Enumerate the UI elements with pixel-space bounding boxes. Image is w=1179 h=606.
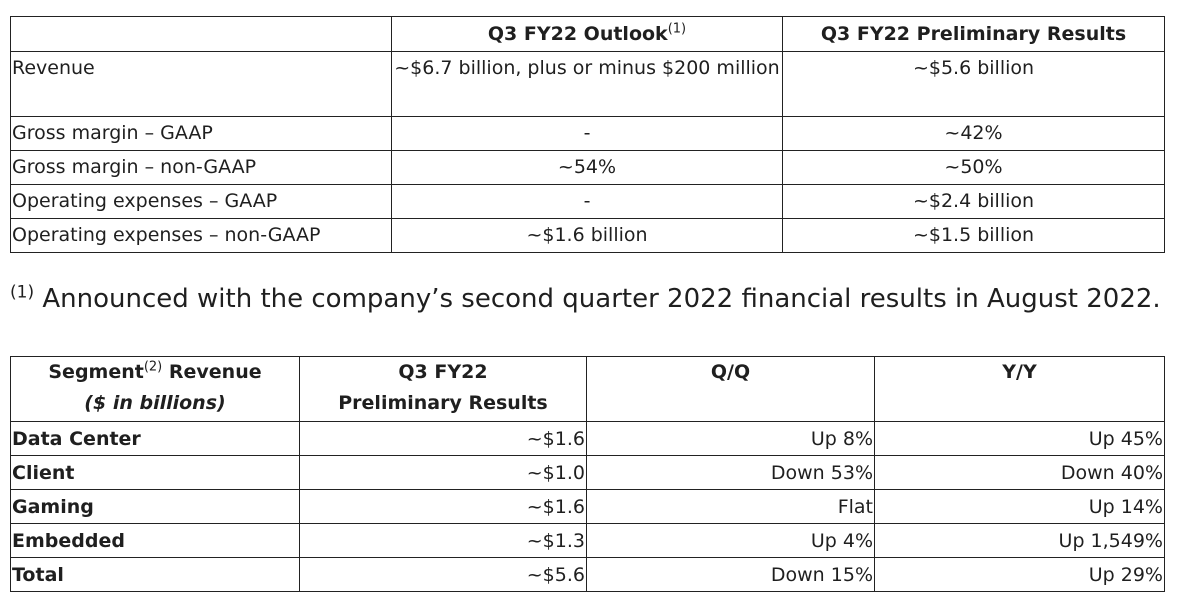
segment-yy: Up 1,549%: [874, 523, 1165, 558]
table-row: Gross margin – non-GAAP ~54% ~50%: [10, 150, 1165, 185]
outlook-value: -: [391, 116, 783, 151]
header-q3-line2: Preliminary Results: [338, 392, 548, 414]
row-label: Operating expenses – GAAP: [10, 184, 392, 219]
table-row: Total ~$5.6 Down 15% Up 29%: [10, 557, 1165, 592]
header-units: ($ in billions): [84, 392, 226, 414]
table-row: Data Center ~$1.6 Up 8% Up 45%: [10, 421, 1165, 456]
row-label: Operating expenses – non-GAAP: [10, 218, 392, 253]
header-outlook: Q3 FY22 Outlook(1): [391, 16, 783, 52]
segment-label: Client: [10, 455, 300, 490]
footnote-ref: (1): [667, 21, 687, 37]
row-label: Gross margin – GAAP: [10, 116, 392, 151]
segment-label: Gaming: [10, 489, 300, 524]
table-header-row: Q3 FY22 Outlook(1) Q3 FY22 Preliminary R…: [10, 16, 1165, 52]
segment-label: Embedded: [10, 523, 300, 558]
segment-qq: Up 4%: [586, 523, 875, 558]
header-outlook-label: Q3 FY22 Outlook: [487, 23, 668, 45]
segment-qq: Down 53%: [586, 455, 875, 490]
header-revenue-label: Revenue: [162, 361, 262, 383]
header-qq: Q/Q: [586, 356, 875, 422]
header-q3: Q3 FY22 Preliminary Results: [299, 356, 587, 422]
footnote-marker: (1): [10, 282, 35, 303]
segment-revenue-table: Segment(2) Revenue ($ in billions) Q3 FY…: [10, 356, 1165, 592]
segment-yy: Down 40%: [874, 455, 1165, 490]
row-label: Revenue: [10, 51, 392, 117]
outlook-value: ~$1.6 billion: [391, 218, 783, 253]
preliminary-value: ~42%: [782, 116, 1165, 151]
preliminary-value: ~$5.6 billion: [782, 51, 1165, 117]
segment-yy: Up 29%: [874, 557, 1165, 592]
outlook-table: Q3 FY22 Outlook(1) Q3 FY22 Preliminary R…: [10, 16, 1165, 253]
preliminary-value: ~$1.5 billion: [782, 218, 1165, 253]
header-q3-line1: Q3 FY22: [398, 361, 488, 383]
segment-value: ~$1.3: [299, 523, 587, 558]
table-row: Gross margin – GAAP - ~42%: [10, 116, 1165, 151]
segment-label: Total: [10, 557, 300, 592]
row-label: Gross margin – non-GAAP: [10, 150, 392, 185]
table-row: Revenue ~$6.7 billion, plus or minus $20…: [10, 51, 1165, 117]
header-preliminary: Q3 FY22 Preliminary Results: [782, 16, 1165, 52]
segment-value: ~$1.6: [299, 489, 587, 524]
table-row: Client ~$1.0 Down 53% Down 40%: [10, 455, 1165, 490]
segment-label: Data Center: [10, 421, 300, 456]
preliminary-value: ~50%: [782, 150, 1165, 185]
table-row: Gaming ~$1.6 Flat Up 14%: [10, 489, 1165, 524]
table-row: Operating expenses – non-GAAP ~$1.6 bill…: [10, 218, 1165, 253]
table-row: Embedded ~$1.3 Up 4% Up 1,549%: [10, 523, 1165, 558]
segment-value: ~$1.6: [299, 421, 587, 456]
outlook-value: -: [391, 184, 783, 219]
footnote: (1) Announced with the company’s second …: [10, 284, 1161, 314]
preliminary-value: ~$2.4 billion: [782, 184, 1165, 219]
table-row: Operating expenses – GAAP - ~$2.4 billio…: [10, 184, 1165, 219]
segment-qq: Up 8%: [586, 421, 875, 456]
header-segment: Segment(2) Revenue ($ in billions): [10, 356, 300, 422]
footnote-ref: (2): [143, 359, 163, 375]
header-blank: [10, 16, 392, 52]
outlook-value: ~54%: [391, 150, 783, 185]
table-header-row: Segment(2) Revenue ($ in billions) Q3 FY…: [10, 356, 1165, 422]
segment-yy: Up 45%: [874, 421, 1165, 456]
segment-value: ~$5.6: [299, 557, 587, 592]
segment-yy: Up 14%: [874, 489, 1165, 524]
segment-qq: Flat: [586, 489, 875, 524]
segment-value: ~$1.0: [299, 455, 587, 490]
segment-qq: Down 15%: [586, 557, 875, 592]
header-yy: Y/Y: [874, 356, 1165, 422]
outlook-value: ~$6.7 billion, plus or minus $200 millio…: [391, 51, 783, 117]
footnote-text: Announced with the company’s second quar…: [34, 284, 1161, 314]
header-segment-label: Segment: [48, 361, 144, 383]
